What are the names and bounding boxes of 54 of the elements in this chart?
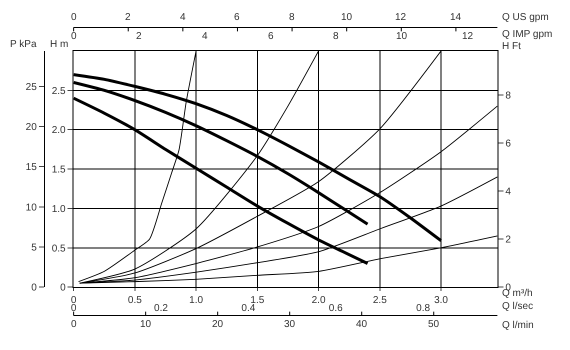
y2-axis-title: P kPa: [10, 39, 37, 50]
y2-tick-label: 10: [26, 202, 38, 214]
text: 30: [284, 319, 296, 330]
y3-axis-title: H Ft: [502, 41, 522, 52]
x2-axis-title: Q l/sec: [502, 301, 534, 312]
y3-tick-label: 2: [505, 234, 512, 246]
x2-tick-label: 0.2: [154, 302, 168, 314]
y-tick-label: 2.5: [52, 86, 66, 97]
text: 0: [71, 31, 77, 42]
text: 4: [180, 12, 186, 23]
text: 4: [202, 31, 208, 42]
text: 12: [395, 12, 407, 23]
y-tick-label: 0.5: [52, 243, 66, 254]
y3-tick-label: 8: [505, 90, 512, 102]
x2-tick-label: 0: [70, 302, 77, 314]
text: 20: [212, 319, 224, 330]
text: 8: [333, 31, 339, 42]
text: 40: [356, 319, 368, 330]
text: 0: [71, 12, 77, 23]
text: 14: [450, 12, 462, 23]
text: 10: [396, 31, 408, 42]
text: Q l/min: [502, 320, 534, 331]
y2-tick-label: 25: [26, 82, 38, 93]
text: 6: [234, 12, 240, 23]
x2-tick-label: 0.8: [416, 302, 431, 314]
x-tick-label: 2.5: [372, 295, 388, 306]
text: Q US gpm: [502, 12, 549, 23]
y-tick-label: 2.0: [52, 125, 66, 136]
text: 0: [71, 319, 77, 330]
x2-tick-label: 0.6: [328, 302, 344, 314]
y2-tick-label: 0: [31, 282, 38, 294]
text: 2: [125, 12, 131, 23]
text: 6: [268, 31, 274, 42]
x2-tick-label: 0.4: [241, 302, 256, 314]
y3-tick-label: 6: [505, 138, 512, 150]
y2-tick-label: 15: [26, 162, 38, 174]
y-axis-title: H m: [50, 39, 68, 50]
text: 10: [140, 319, 152, 330]
text: 2: [136, 31, 142, 42]
y-tick-label: 1.0: [52, 204, 66, 215]
y2-tick-label: 20: [26, 122, 38, 133]
x-tick-label: 1.0: [189, 295, 204, 306]
text: 50: [428, 319, 440, 330]
x-tick-label: 2.0: [312, 295, 326, 306]
x-tick-label: 0.5: [128, 295, 142, 306]
text: Q IMP gpm: [502, 29, 552, 40]
text: 10: [341, 12, 353, 23]
text: 12: [462, 31, 474, 42]
y-tick-label: 0: [60, 282, 66, 294]
text: 8: [289, 12, 295, 23]
y-tick-label: 1.5: [52, 164, 66, 176]
x-tick-label: 3.0: [434, 295, 448, 306]
y3-tick-label: 4: [505, 186, 512, 198]
y2-tick-label: 5: [31, 242, 38, 254]
